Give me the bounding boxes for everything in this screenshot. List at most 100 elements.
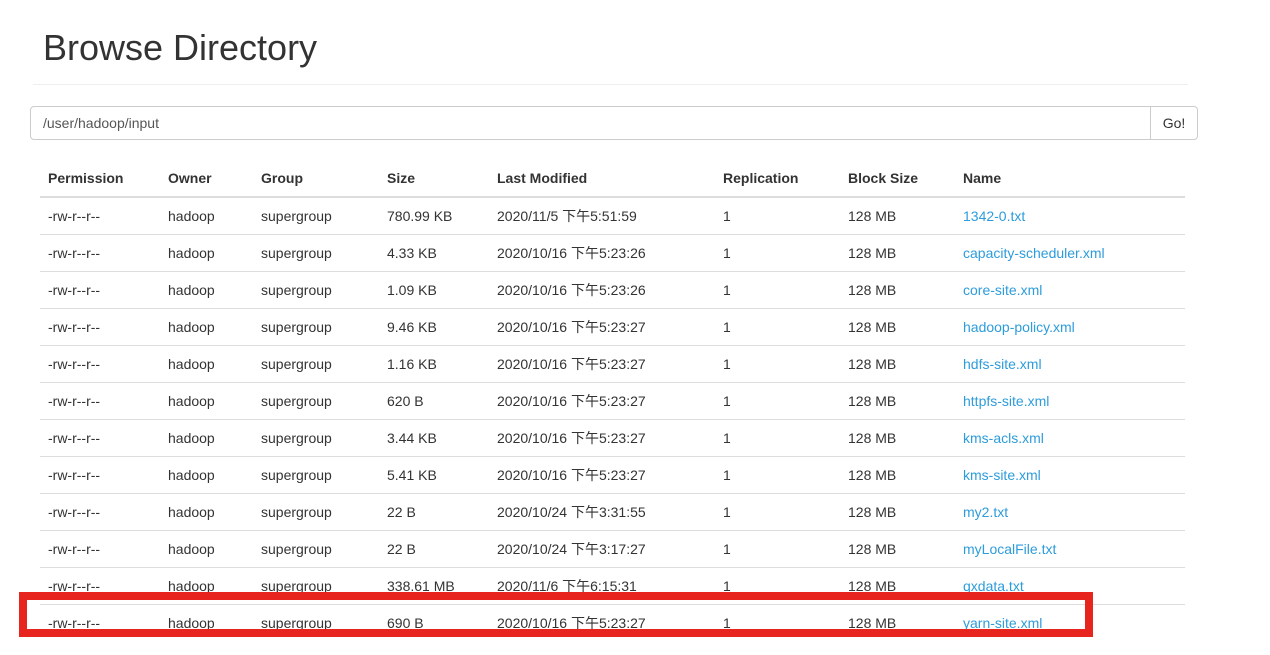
cell-size: 3.44 KB xyxy=(379,419,489,457)
cell-modified: 2020/10/16 下午5:23:27 xyxy=(489,604,715,641)
cell-name: kms-site.xml xyxy=(955,456,1185,494)
cell-size: 22 B xyxy=(379,530,489,568)
cell-name: hdfs-site.xml xyxy=(955,345,1185,383)
cell-replication: 1 xyxy=(715,567,840,605)
table-row: -rw-r--r-- hadoop supergroup 22 B 2020/10/24… xyxy=(40,493,1185,531)
cell-permission: -rw-r--r-- xyxy=(40,604,160,641)
cell-name: httpfs-site.xml xyxy=(955,382,1185,420)
cell-owner: hadoop xyxy=(160,196,253,235)
table-header-row: Permission Owner Group Size Last Modifie… xyxy=(40,160,1185,198)
cell-name: yarn-site.xml xyxy=(955,604,1185,641)
cell-permission: -rw-r--r-- xyxy=(40,308,160,346)
page-title: Browse Directory xyxy=(43,27,318,68)
cell-replication: 1 xyxy=(715,382,840,420)
cell-modified: 2020/10/16 下午5:23:27 xyxy=(489,419,715,457)
file-table: Permission Owner Group Size Last Modifie… xyxy=(40,160,1185,641)
file-link[interactable]: 1342-0.txt xyxy=(963,208,1026,224)
file-link[interactable]: core-site.xml xyxy=(963,282,1043,298)
cell-replication: 1 xyxy=(715,308,840,346)
page-header: Browse Directory xyxy=(33,28,1188,85)
cell-modified: 2020/10/16 下午5:23:27 xyxy=(489,456,715,494)
cell-group: supergroup xyxy=(253,382,379,420)
cell-size: 338.61 MB xyxy=(379,567,489,605)
table-row: -rw-r--r-- hadoop supergroup 780.99 KB 2020/… xyxy=(40,196,1185,235)
cell-permission: -rw-r--r-- xyxy=(40,419,160,457)
cell-permission: -rw-r--r-- xyxy=(40,271,160,309)
cell-modified: 2020/11/6 下午6:15:31 xyxy=(489,567,715,605)
cell-owner: hadoop xyxy=(160,567,253,605)
path-form: Go! xyxy=(30,106,1198,140)
table-row: -rw-r--r-- hadoop supergroup 620 B 2020/10/1… xyxy=(40,382,1185,420)
cell-group: supergroup xyxy=(253,493,379,531)
cell-group: supergroup xyxy=(253,271,379,309)
cell-group: supergroup xyxy=(253,530,379,568)
cell-name: 1342-0.txt xyxy=(955,196,1185,235)
column-header-permission: Permission xyxy=(40,160,160,198)
cell-size: 22 B xyxy=(379,493,489,531)
cell-name: my2.txt xyxy=(955,493,1185,531)
cell-replication: 1 xyxy=(715,456,840,494)
cell-name: core-site.xml xyxy=(955,271,1185,309)
cell-replication: 1 xyxy=(715,345,840,383)
file-link[interactable]: kms-site.xml xyxy=(963,467,1041,483)
directory-path-input[interactable] xyxy=(30,106,1151,140)
cell-modified: 2020/10/16 下午5:23:27 xyxy=(489,345,715,383)
file-link[interactable]: capacity-scheduler.xml xyxy=(963,245,1105,261)
cell-owner: hadoop xyxy=(160,419,253,457)
file-link[interactable]: httpfs-site.xml xyxy=(963,393,1050,409)
cell-owner: hadoop xyxy=(160,493,253,531)
cell-permission: -rw-r--r-- xyxy=(40,345,160,383)
cell-replication: 1 xyxy=(715,196,840,235)
table-row: -rw-r--r-- hadoop supergroup 1.16 KB 2020/10… xyxy=(40,345,1185,383)
cell-owner: hadoop xyxy=(160,308,253,346)
cell-permission: -rw-r--r-- xyxy=(40,456,160,494)
column-header-last-modified: Last Modified xyxy=(489,160,715,198)
cell-block-size: 128 MB xyxy=(840,419,955,457)
cell-replication: 1 xyxy=(715,530,840,568)
cell-block-size: 128 MB xyxy=(840,456,955,494)
cell-block-size: 128 MB xyxy=(840,271,955,309)
cell-size: 620 B xyxy=(379,382,489,420)
file-link[interactable]: myLocalFile.txt xyxy=(963,541,1057,557)
cell-modified: 2020/10/16 下午5:23:26 xyxy=(489,271,715,309)
cell-size: 690 B xyxy=(379,604,489,641)
cell-group: supergroup xyxy=(253,196,379,235)
cell-permission: -rw-r--r-- xyxy=(40,567,160,605)
cell-size: 780.99 KB xyxy=(379,196,489,235)
column-header-owner: Owner xyxy=(160,160,253,198)
cell-size: 1.09 KB xyxy=(379,271,489,309)
cell-group: supergroup xyxy=(253,567,379,605)
go-button[interactable]: Go! xyxy=(1150,106,1198,140)
cell-owner: hadoop xyxy=(160,604,253,641)
cell-block-size: 128 MB xyxy=(840,567,955,605)
cell-modified: 2020/10/24 下午3:17:27 xyxy=(489,530,715,568)
table-row: -rw-r--r-- hadoop supergroup 1.09 KB 2020/10… xyxy=(40,271,1185,309)
cell-size: 1.16 KB xyxy=(379,345,489,383)
cell-block-size: 128 MB xyxy=(840,382,955,420)
file-link[interactable]: hadoop-policy.xml xyxy=(963,319,1075,335)
column-header-block-size: Block Size xyxy=(840,160,955,198)
table-row: -rw-r--r-- hadoop supergroup 5.41 KB 2020/10… xyxy=(40,456,1185,494)
cell-group: supergroup xyxy=(253,456,379,494)
cell-owner: hadoop xyxy=(160,456,253,494)
cell-block-size: 128 MB xyxy=(840,234,955,272)
table-row: -rw-r--r-- hadoop supergroup 4.33 KB 2020/10… xyxy=(40,234,1185,272)
cell-owner: hadoop xyxy=(160,530,253,568)
file-table-body: -rw-r--r-- hadoop supergroup 780.99 KB 2020/… xyxy=(40,196,1185,641)
column-header-name: Name xyxy=(955,160,1185,198)
cell-permission: -rw-r--r-- xyxy=(40,196,160,235)
cell-block-size: 128 MB xyxy=(840,308,955,346)
file-link[interactable]: kms-acls.xml xyxy=(963,430,1044,446)
cell-name: capacity-scheduler.xml xyxy=(955,234,1185,272)
cell-name: kms-acls.xml xyxy=(955,419,1185,457)
cell-group: supergroup xyxy=(253,604,379,641)
cell-owner: hadoop xyxy=(160,382,253,420)
file-link[interactable]: yarn-site.xml xyxy=(963,615,1043,631)
file-link[interactable]: my2.txt xyxy=(963,504,1009,520)
file-link[interactable]: hdfs-site.xml xyxy=(963,356,1042,372)
file-link[interactable]: qxdata.txt xyxy=(963,578,1024,594)
column-header-size: Size xyxy=(379,160,489,198)
cell-name: qxdata.txt xyxy=(955,567,1185,605)
cell-modified: 2020/11/5 下午5:51:59 xyxy=(489,196,715,235)
cell-permission: -rw-r--r-- xyxy=(40,234,160,272)
